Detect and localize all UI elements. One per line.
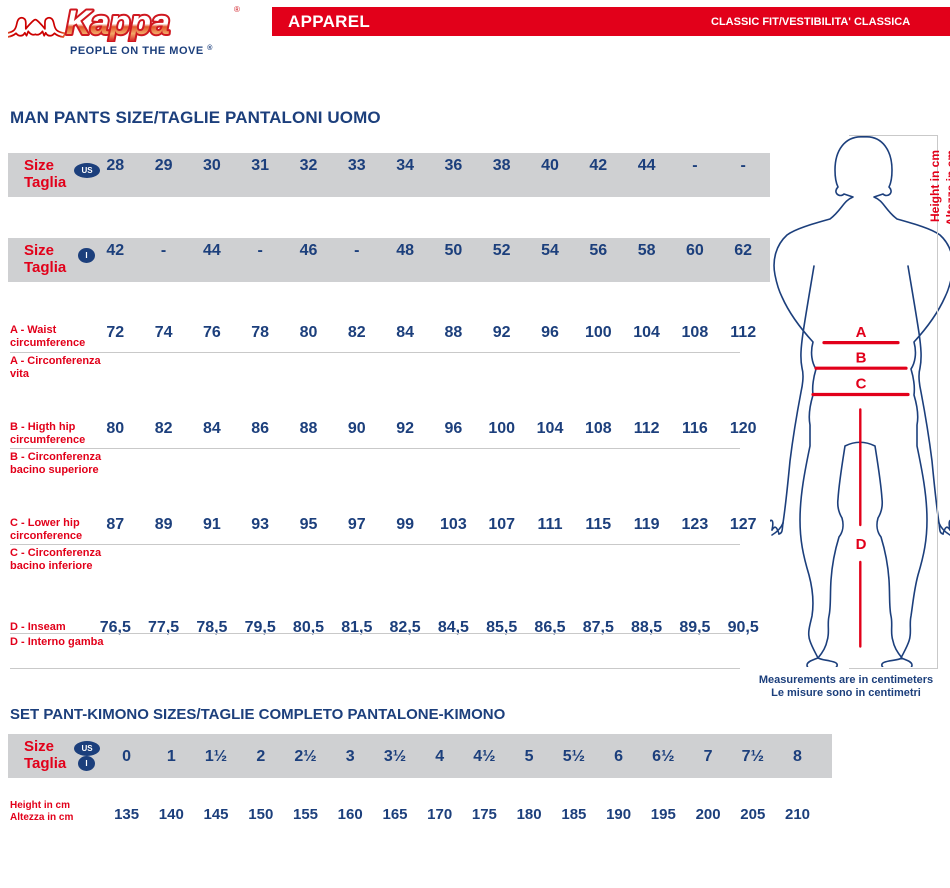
- svg-text:®: ®: [234, 5, 240, 14]
- svg-text:Kappa: Kappa: [66, 4, 170, 42]
